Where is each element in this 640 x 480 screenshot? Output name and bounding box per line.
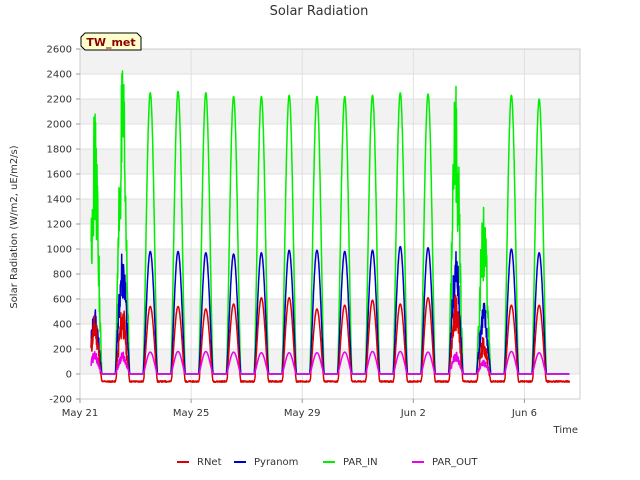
y-axis-label: Solar Radiation (W/m2, uE/m2/s) — [9, 145, 20, 308]
x-tick-label: May 29 — [284, 408, 321, 419]
y-tick-label: 1000 — [47, 245, 72, 256]
plot-band — [80, 374, 580, 399]
legend-label: Pyranom — [254, 457, 298, 468]
y-tick-label: 2000 — [47, 120, 72, 131]
series-layer — [90, 70, 571, 383]
plot-band — [80, 74, 580, 99]
legend-label: PAR_IN — [343, 457, 378, 468]
legend-item-par-out: PAR_OUT — [412, 457, 478, 468]
y-tick-label: 2600 — [47, 45, 72, 56]
legend-item-par-in: PAR_IN — [323, 457, 378, 468]
y-tick-label: 1200 — [47, 220, 72, 231]
x-axis-label: Time — [553, 425, 578, 436]
station-badge-box — [80, 32, 142, 51]
legend-label: PAR_OUT — [432, 457, 478, 468]
chart-title: Solar Radiation — [270, 4, 369, 19]
series-line-rnet — [90, 294, 571, 383]
x-tick-label: May 21 — [62, 408, 99, 419]
plot-band — [80, 224, 580, 249]
plot-band — [80, 274, 580, 299]
y-tick-label: 200 — [53, 345, 72, 356]
y-tick-label: -200 — [49, 395, 72, 406]
plot-band — [80, 99, 580, 124]
plot-band — [80, 249, 580, 274]
plot-band — [80, 124, 580, 149]
y-tick-label: 1800 — [47, 145, 72, 156]
legend-label: RNet — [197, 457, 222, 468]
station-badge-label: TW_met — [86, 36, 135, 49]
x-tick-label: May 25 — [173, 408, 210, 419]
legend-item-rnet: RNet — [177, 457, 222, 468]
plot-band — [80, 324, 580, 349]
y-axis: -200 0 200 400 600 800 1000 1200 1400 1600 1800 200… — [47, 45, 80, 406]
station-badge: TW_met — [80, 32, 142, 51]
legend-item-pyranom: Pyranom — [234, 457, 298, 468]
y-tick-label: 600 — [53, 295, 72, 306]
y-tick-label: 1400 — [47, 195, 72, 206]
y-tick-label: 2200 — [47, 95, 72, 106]
plot-band — [80, 299, 580, 324]
x-tick-label: Jun 6 — [511, 408, 537, 419]
y-tick-label: 2400 — [47, 70, 72, 81]
y-tick-label: 400 — [53, 320, 72, 331]
series-line-par-out — [90, 350, 570, 375]
plot-background — [80, 49, 580, 399]
plot-band — [80, 149, 580, 174]
plot-band — [80, 174, 580, 199]
y-tick-label: 1600 — [47, 170, 72, 181]
plot-band — [80, 199, 580, 224]
plot-band — [80, 49, 580, 74]
y-tick-label: 0 — [66, 370, 72, 381]
y-tick-label: 800 — [53, 270, 72, 281]
legend: RNet Pyranom PAR_IN PAR_OUT — [177, 457, 478, 468]
x-tick-label: Jun 2 — [400, 408, 426, 419]
plot-band — [80, 349, 580, 374]
x-axis: May 21 May 25 May 29 Jun 2 Jun 6 — [62, 399, 537, 419]
